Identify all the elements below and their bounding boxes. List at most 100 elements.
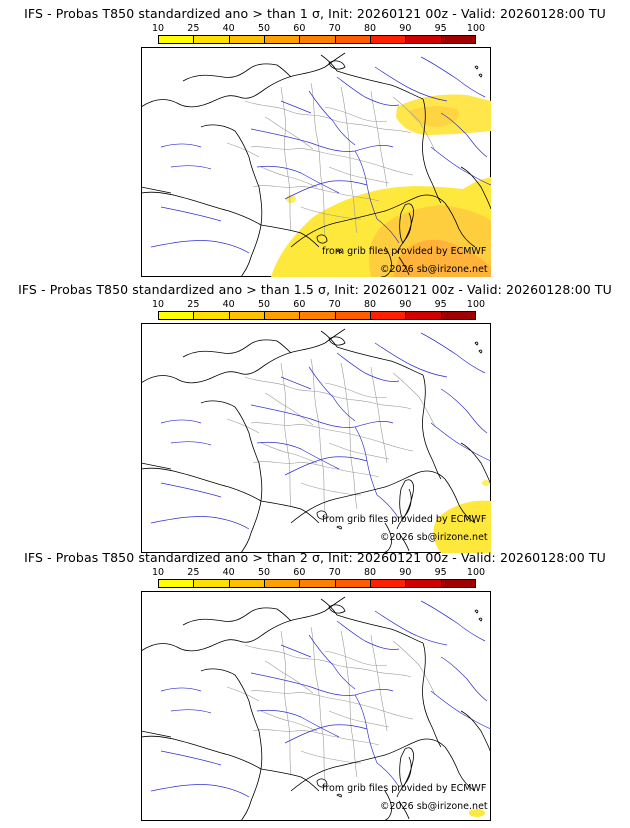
river	[308, 90, 356, 146]
river	[256, 709, 340, 738]
region-border	[260, 710, 318, 732]
river	[308, 366, 356, 422]
river	[376, 762, 400, 788]
island	[336, 793, 342, 798]
colorbar-label: 50	[257, 299, 271, 310]
rivers	[150, 332, 491, 530]
colorbar-label: 90	[399, 567, 412, 578]
region-border	[300, 482, 362, 496]
colorbar: 10 25 40 50 60 70 80 90 95 100	[152, 299, 485, 325]
colorbar-swatch	[193, 579, 230, 588]
river	[440, 112, 488, 158]
colorbar-label: 40	[222, 567, 235, 578]
credit-copyright: ©2026 sb@irizone.net	[380, 532, 488, 543]
region-border	[370, 634, 388, 732]
river	[420, 600, 486, 642]
coastline-segment	[141, 88, 266, 108]
region-border	[264, 660, 314, 694]
probability-map	[141, 323, 491, 553]
colorbar-label: 10	[151, 567, 165, 578]
probability-fill	[469, 809, 485, 817]
national-border	[260, 768, 320, 792]
colorbar: 10 25 40 50 60 70 80 90 95 100	[152, 567, 485, 593]
island	[328, 604, 346, 614]
region-border	[280, 630, 292, 776]
coastline-segment	[264, 596, 346, 634]
island	[474, 65, 479, 70]
island	[316, 234, 328, 244]
coastline-segment	[444, 746, 476, 792]
region-border	[300, 750, 362, 764]
island	[478, 73, 483, 78]
colorbar-label: 60	[293, 299, 306, 310]
map-svg	[141, 591, 491, 821]
colorbar-label: 80	[363, 299, 377, 310]
region-border	[370, 366, 388, 464]
colorbar-swatch	[299, 35, 336, 44]
coastline-segment	[398, 532, 410, 552]
colorbar-swatch	[158, 35, 194, 44]
panel-title: IFS - Probas T850 standardized ano > tha…	[24, 6, 606, 21]
colorbar-label: 95	[434, 23, 447, 34]
colorbar-swatch	[228, 579, 265, 588]
region-border	[300, 206, 362, 220]
colorbar-swatch	[440, 35, 476, 44]
colorbar-swatch	[370, 35, 406, 44]
coastline-segment	[240, 768, 262, 821]
island	[474, 609, 479, 614]
coastline-segment	[141, 191, 262, 226]
coastline-segment	[290, 194, 446, 248]
coastline	[141, 328, 491, 553]
island	[316, 778, 328, 788]
coastline-segment	[398, 800, 410, 820]
map-panel-3: IFS - Probas T850 standardized ano > tha…	[0, 544, 630, 821]
region-border	[310, 358, 326, 512]
island	[328, 60, 346, 70]
island	[399, 747, 414, 788]
colorbar-swatch	[334, 311, 371, 320]
coastline-segment	[141, 735, 262, 770]
map-panel-2: IFS - Probas T850 standardized ano > tha…	[0, 276, 630, 553]
colorbar-label: 60	[293, 567, 306, 578]
river	[376, 218, 400, 244]
coastline-segment	[141, 632, 266, 652]
river	[336, 76, 400, 106]
river	[280, 376, 312, 390]
region-border	[252, 729, 380, 746]
river	[284, 456, 368, 476]
colorbar-swatch	[440, 579, 476, 588]
region-border	[340, 362, 358, 510]
region-border	[250, 422, 414, 452]
region-border	[280, 362, 292, 508]
river	[440, 656, 488, 702]
colorbar-label: 70	[328, 567, 341, 578]
coastline-segment	[240, 224, 262, 277]
region-border	[328, 442, 390, 460]
colorbar-swatch	[334, 35, 371, 44]
river	[336, 352, 400, 382]
rivers	[150, 56, 491, 254]
coastline-segment	[380, 522, 392, 553]
colorbar-label: 10	[151, 23, 165, 34]
region-borders	[226, 358, 436, 512]
region-border	[264, 392, 314, 426]
national-border	[336, 346, 424, 376]
region-border	[250, 146, 414, 176]
region-border	[260, 442, 318, 464]
colorbar-label: 50	[257, 567, 271, 578]
colorbar-label: 25	[187, 299, 200, 310]
national-border	[336, 70, 424, 100]
map-svg	[141, 323, 491, 553]
colorbar-swatch	[405, 579, 442, 588]
coastline-segment	[182, 607, 292, 626]
island	[478, 349, 483, 354]
credit-source: from grib files provided by ECMWF	[322, 514, 487, 525]
map-panel-1: IFS - Probas T850 standardized ano > tha…	[0, 0, 630, 277]
map-svg	[141, 47, 491, 277]
colorbar-label: 95	[434, 299, 447, 310]
region-border	[392, 96, 436, 152]
river	[170, 709, 212, 714]
river	[256, 165, 340, 194]
coastline-segment	[182, 63, 292, 82]
coastline-segment	[240, 500, 262, 553]
